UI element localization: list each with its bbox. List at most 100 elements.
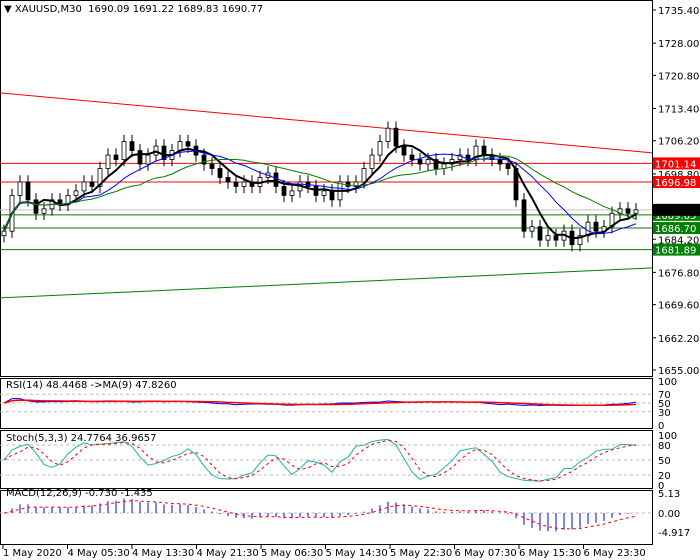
bull-candle (633, 209, 639, 214)
bear-candle (553, 235, 559, 241)
bear-candle (593, 221, 599, 232)
time-tick-label: 5 May 22:30 (390, 548, 452, 559)
level-badge (653, 243, 700, 256)
macd-tick-label: -4.917 (658, 528, 690, 539)
main-pane (0, 0, 653, 377)
bull-candle (361, 168, 367, 183)
bear-candle (417, 159, 423, 165)
time-tick-label: 4 May 13:30 (132, 548, 194, 559)
rsi-tick-label: 70 (658, 390, 671, 401)
bear-candle (409, 154, 415, 160)
rsi-label: RSI(14) 48.4468 ->MA(9) 47.8260 (6, 380, 177, 391)
bull-candle (353, 181, 359, 187)
price-tick-label: 1684.20 (658, 235, 699, 246)
price-tick-label: 1662.20 (658, 334, 699, 345)
level-label: 1686.70 (655, 224, 696, 235)
price-tick-label: 1720.80 (658, 71, 699, 82)
bear-candle (625, 208, 631, 214)
bear-candle (345, 181, 351, 187)
stoch-tick-label: 20 (658, 471, 671, 482)
stoch-tick-label: 0 (658, 481, 664, 492)
bear-candle (233, 181, 239, 187)
bull-candle (577, 235, 583, 246)
price-tick-label: 1728.00 (658, 39, 699, 50)
current-price-badge (653, 203, 700, 216)
bear-candle (201, 154, 207, 165)
bear-candle (185, 141, 191, 147)
bear-candle (481, 145, 487, 156)
stoch-label: Stoch(5,3,3) 24.7764 36.9657 (6, 433, 157, 444)
bear-candle (433, 159, 439, 169)
bull-candle (145, 154, 151, 165)
bull-candle (369, 154, 375, 169)
macd-tick-label: 5.13 (658, 489, 680, 500)
price-tick-label: 1655.00 (658, 366, 699, 377)
bull-candle (377, 141, 383, 156)
rsi-tick-label: 0 (658, 421, 664, 432)
bull-candle (17, 181, 23, 196)
bull-candle (457, 154, 463, 160)
level-badge (653, 157, 700, 170)
trendline (0, 92, 653, 154)
time-tick-label: 4 May 21:30 (197, 548, 259, 559)
rsi-tick-label: 30 (658, 408, 671, 419)
price-tick-label: 1698.80 (658, 170, 699, 181)
bear-candle (209, 163, 215, 169)
macd-tick-label: 0.00 (658, 509, 680, 520)
bear-candle (33, 199, 39, 214)
stoch-tick-label: 50 (658, 456, 671, 467)
ma-mid-line (3, 150, 637, 235)
bull-candle (97, 168, 103, 187)
bull-candle (73, 190, 79, 196)
bull-candle (425, 159, 431, 165)
chart-header: ▼ XAUUSD,M30 1690.09 1691.22 1689.83 169… (4, 4, 263, 15)
stoch-tick-label: 80 (658, 441, 671, 452)
bull-candle (177, 141, 183, 151)
stoch-signal-line (3, 439, 637, 482)
bull-candle (121, 141, 127, 160)
time-tick-label: 1 May 2020 (3, 548, 62, 559)
bear-candle (497, 159, 503, 165)
rsi-tick-label: 100 (658, 377, 677, 388)
macd-pane (0, 490, 653, 545)
level-label: 1681.89 (655, 246, 696, 257)
time-tick-label: 6 May 15:30 (519, 548, 581, 559)
bear-candle (537, 226, 543, 241)
bull-candle (105, 154, 111, 169)
ma-slow-line (3, 155, 637, 232)
bull-candle (289, 190, 295, 196)
macd-signal-line (3, 500, 637, 530)
bear-candle (129, 141, 135, 151)
bull-candle (529, 226, 535, 232)
bear-candle (225, 177, 231, 183)
bull-candle (1, 230, 7, 237)
stoch-tick-label: 100 (658, 431, 677, 442)
bear-candle (281, 186, 287, 196)
price-tick-label: 1713.40 (658, 105, 699, 116)
bear-candle (401, 145, 407, 156)
dropdown-triangle-icon[interactable]: ▼ (4, 4, 12, 15)
bull-candle (241, 181, 247, 187)
ma-fast-line (3, 144, 637, 240)
bull-candle (321, 190, 327, 196)
bear-candle (113, 154, 119, 160)
bear-candle (161, 145, 167, 160)
time-tick-label: 5 May 14:30 (326, 548, 388, 559)
rsi-tick-label: 50 (658, 399, 671, 410)
price-tick-label: 1735.40 (658, 6, 699, 17)
bear-candle (217, 168, 223, 178)
time-tick-label: 4 May 05:30 (68, 548, 130, 559)
bull-candle (545, 235, 551, 241)
level-label: 1701.14 (655, 159, 696, 170)
price-tick-label: 1676.80 (658, 268, 699, 279)
symbol-label: XAUUSD,M30 (14, 4, 82, 15)
level-badge (653, 222, 700, 235)
macd-label: MACD(12,26,9) -0.730 -1.435 (6, 488, 153, 499)
level-label: 1689.65 (655, 211, 696, 222)
bear-candle (25, 181, 31, 201)
price-tick-label: 1706.20 (658, 137, 699, 148)
time-tick-label: 6 May 07:30 (455, 548, 517, 559)
rsi-ma-line (3, 399, 637, 407)
